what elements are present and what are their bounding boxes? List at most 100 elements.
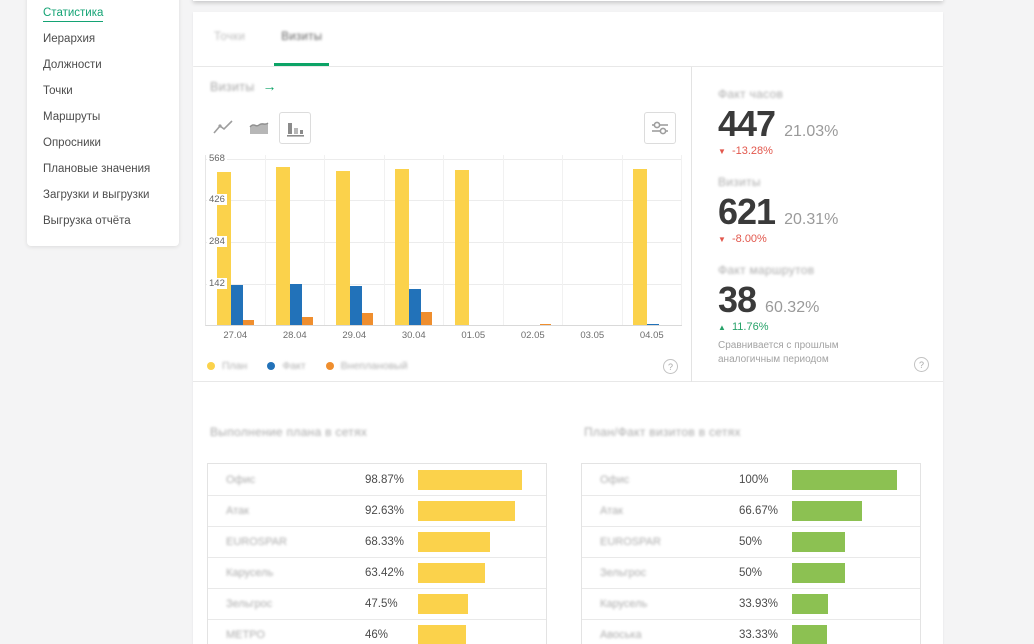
legend-item-внеплановый[interactable]: Внеплановый	[325, 360, 408, 372]
sidebar-item-label: Статистика	[43, 7, 104, 22]
sidebar-item-маршруты[interactable]: Маршруты	[43, 104, 179, 130]
row-label: Атак	[226, 505, 249, 517]
gridline-426	[206, 200, 682, 201]
table-row: МЕТРО 46%	[208, 619, 546, 644]
kpi-факт-маршрутов: Факт маршрутов 38 60.32% ▲ 11.76%	[718, 263, 943, 351]
row-bar-track	[418, 501, 546, 521]
y-axis-label: 568	[207, 153, 227, 164]
x-axis-label: 30.04	[401, 330, 426, 341]
row-label: Офис	[600, 473, 630, 486]
kpi-визиты: Визиты 621 20.31% ▼ -8.00%	[718, 175, 943, 263]
row-bar-track	[792, 469, 920, 490]
tab-label: Точки	[214, 31, 246, 43]
row-bar	[418, 469, 522, 490]
table-row: Зельгрос 47.5%	[208, 588, 546, 619]
sidebar-item-загрузки-и-выгрузки[interactable]: Загрузки и выгрузки	[43, 182, 179, 208]
line-chart-icon[interactable]	[207, 112, 239, 144]
kpi-share: 20.31%	[784, 211, 839, 228]
table-row: EUROSPAR 50%	[582, 526, 920, 557]
tab-точки[interactable]: Точки	[207, 12, 252, 66]
row-bar	[792, 625, 827, 644]
sidebar-item-выгрузка-отчёта[interactable]: Выгрузка отчёта	[43, 208, 179, 234]
bar-план-04.05	[633, 169, 648, 325]
row-percent: 33.93%	[739, 598, 779, 610]
area-chart-icon[interactable]	[243, 112, 275, 144]
sidebar-item-label: Загрузки и выгрузки	[43, 189, 150, 201]
bar-group-04.05: 04.05	[623, 155, 682, 341]
bar-факт-27.04	[230, 285, 243, 325]
legend-dot	[325, 362, 334, 370]
row-label: EUROSPAR	[226, 536, 287, 548]
triangle-up-icon: ▲	[718, 323, 726, 332]
legend-dot	[267, 362, 276, 370]
sidebar-item-статистика[interactable]: Статистика	[43, 0, 179, 26]
sidebar-item-иерархия[interactable]: Иерархия	[43, 26, 179, 52]
kpi-share: 60.32%	[765, 299, 820, 316]
kpi-value-row: 447 21.03%	[718, 106, 943, 142]
table-row: Офис 98.87%	[208, 464, 546, 495]
x-axis-label: 03.05	[580, 330, 605, 341]
gridline-568	[206, 159, 682, 160]
row-bar	[418, 532, 490, 552]
content-card: Визиты → 142 284 426 568 27.04 28.04 29.04 30.04…	[193, 67, 943, 644]
bar-факт-28.04	[290, 284, 303, 325]
legend-item-план[interactable]: План	[207, 360, 247, 372]
sidebar-item-плановые-значения[interactable]: Плановые значения	[43, 156, 179, 182]
visits-section-title[interactable]: Визиты →	[210, 78, 277, 94]
legend-label: Факт	[282, 360, 306, 372]
kpi-help-icon[interactable]: ?	[914, 357, 929, 372]
row-bar	[792, 594, 828, 614]
bar-план-28.04	[276, 167, 291, 325]
bar-план-29.04	[335, 171, 350, 325]
row-bar-track	[792, 625, 920, 644]
row-bar	[792, 469, 897, 490]
visits-bar-chart: 142 284 426 568 27.04 28.04 29.04 30.04 01.05 02.…	[205, 153, 682, 341]
chart-legend: План Факт Внеплановый	[207, 360, 428, 372]
kpi-label: Факт часов	[718, 87, 784, 101]
kpi-share: 21.03%	[784, 123, 839, 140]
sidebar-item-label: Плановые значения	[43, 163, 151, 175]
row-label: Офис	[226, 473, 256, 486]
bar-внеплановый-28.04	[302, 317, 314, 325]
row-label: EUROSPAR	[600, 536, 661, 548]
visits-chart-section: Визиты → 142 284 426 568 27.04 28.04 29.04 30.04…	[193, 67, 943, 382]
row-label: Атак	[600, 505, 623, 517]
x-axis-label: 04.05	[639, 330, 664, 341]
row-percent: 46%	[365, 629, 389, 641]
bar-group-28.04: 28.04	[266, 155, 325, 341]
sidebar-item-label: Должности	[43, 59, 102, 71]
sidebar-menu: Статистика Иерархия Должности Точки Маршруты…	[27, 0, 179, 234]
arrow-right-icon: →	[262, 78, 277, 94]
row-bar	[418, 563, 485, 583]
row-bar-track	[792, 532, 920, 552]
row-percent: 63.42%	[365, 567, 405, 579]
chart-type-toolbar	[207, 112, 315, 144]
table-row: Атак 66.67%	[582, 495, 920, 526]
gridline-284	[206, 242, 682, 243]
bar-факт-29.04	[349, 286, 362, 325]
row-bar	[792, 501, 862, 521]
table-row: Карусель 63.42%	[208, 557, 546, 588]
row-bar	[792, 563, 845, 583]
sidebar-item-опросники[interactable]: Опросники	[43, 130, 179, 156]
kpi-comparison-note: Сравнивается с прошлым аналогичным перио…	[718, 340, 839, 365]
x-axis-label: 27.04	[223, 330, 248, 341]
bar-group-30.04: 30.04	[385, 155, 444, 341]
legend-label: Внеплановый	[340, 360, 408, 372]
chart-help-icon[interactable]: ?	[663, 359, 678, 374]
table-row: EUROSPAR 68.33%	[208, 526, 546, 557]
sidebar-item-точки[interactable]: Точки	[43, 78, 179, 104]
legend-item-факт[interactable]: Факт	[267, 360, 306, 372]
row-label: Зельгрос	[226, 598, 273, 610]
sidebar-item-label: Точки	[43, 85, 73, 97]
visits-title-text: Визиты	[210, 80, 255, 94]
row-percent: 50%	[739, 536, 763, 548]
sliders-icon[interactable]	[644, 112, 676, 144]
kpi-value-row: 621 20.31%	[718, 194, 943, 230]
tab-визиты[interactable]: Визиты	[274, 12, 330, 66]
bar-факт-30.04	[409, 289, 422, 325]
bar-chart-icon[interactable]	[279, 112, 311, 144]
bar-group-03.05: 03.05	[563, 155, 623, 341]
sidebar-item-должности[interactable]: Должности	[43, 52, 179, 78]
